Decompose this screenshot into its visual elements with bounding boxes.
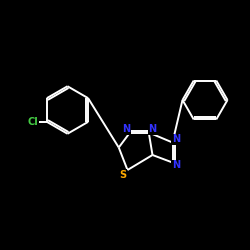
Text: N: N: [148, 124, 156, 134]
Text: N: N: [172, 160, 180, 170]
Text: N: N: [172, 134, 180, 144]
Text: N: N: [122, 124, 130, 134]
Text: S: S: [120, 170, 126, 179]
Text: Cl: Cl: [28, 117, 38, 127]
